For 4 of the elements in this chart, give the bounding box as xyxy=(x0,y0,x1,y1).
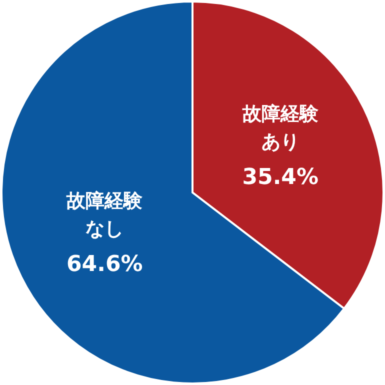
data-label: 35.4% xyxy=(242,165,319,190)
slice-label: 故障経験なし xyxy=(66,190,144,240)
data-label: 64.6% xyxy=(66,252,143,277)
slice-label: 故障経験あり xyxy=(241,103,320,154)
